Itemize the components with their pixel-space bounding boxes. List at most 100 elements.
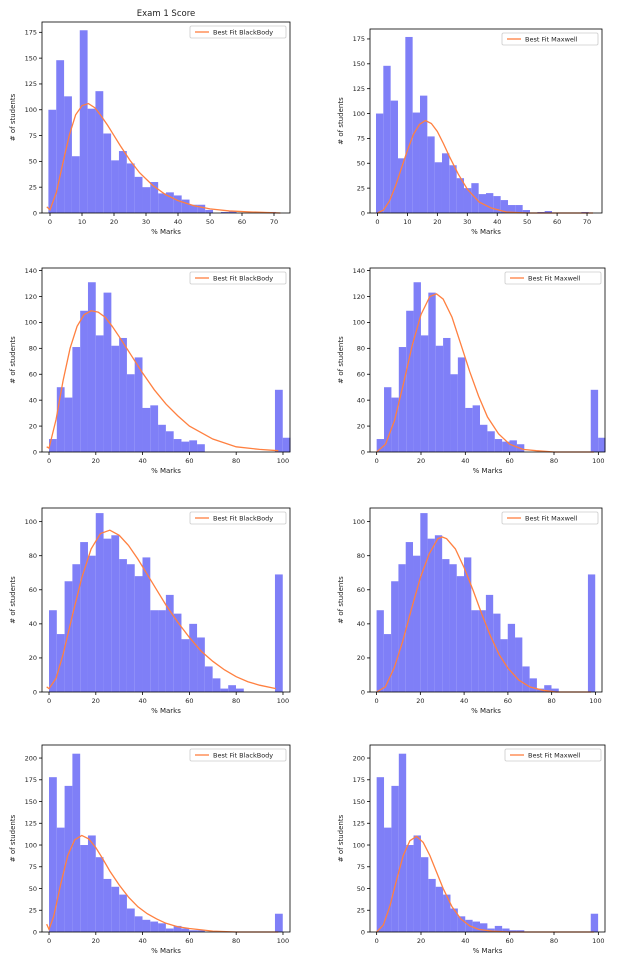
x-tick-label: 0 [47, 697, 51, 705]
axes-frame [369, 507, 603, 693]
histogram-bar [376, 610, 384, 692]
histogram-bar [228, 685, 236, 692]
y-tick-label: 60 [357, 586, 365, 594]
histogram-bars [376, 282, 606, 452]
legend-box [501, 32, 599, 46]
y-tick-label: 20 [357, 654, 365, 662]
y-tick-label: 40 [357, 620, 365, 628]
y-tick-label: 60 [29, 586, 37, 594]
histogram-bar [165, 594, 174, 692]
histogram-bar [413, 282, 421, 452]
y-tick-label: 125 [25, 820, 37, 828]
fit-curve-line [377, 119, 594, 214]
histogram-bar [158, 193, 166, 213]
legend: Best Fit BlackBody [189, 748, 287, 762]
histogram-bar [103, 292, 112, 452]
histogram-bar [282, 437, 291, 452]
x-axis-ticks: 0 20 40 60 80 100 [47, 452, 289, 465]
y-axis-label: # of students [9, 336, 17, 384]
x-axis-label: % Marks [473, 467, 503, 475]
histogram-bar [494, 439, 503, 452]
histogram-bar [398, 347, 407, 452]
histogram-bar [516, 930, 525, 932]
y-tick-label: 20 [357, 422, 365, 430]
histogram-bar [64, 397, 73, 452]
histogram-bar [204, 666, 213, 692]
histogram-bar [384, 827, 392, 932]
histogram-bar [166, 192, 174, 213]
histogram-bar [507, 623, 516, 692]
histogram-bar [398, 753, 407, 932]
histogram-bar [103, 878, 112, 932]
histogram-bar [111, 160, 119, 213]
histogram-bar [590, 913, 599, 932]
histogram-bar [465, 407, 473, 452]
x-tick-label: 60 [506, 457, 514, 465]
histogram-bars [49, 513, 283, 692]
histogram-bar [472, 921, 480, 932]
histogram-bar [95, 857, 104, 932]
histogram-bar [450, 374, 458, 452]
y-axis-label: # of students [337, 97, 345, 145]
y-tick-label: 50 [29, 885, 37, 893]
y-tick-label: 60 [29, 371, 37, 379]
histogram-bar [87, 108, 96, 213]
histogram-bar [64, 96, 72, 213]
histogram-bars [375, 36, 589, 214]
axes-frame [369, 28, 603, 214]
histogram-bar [118, 151, 127, 213]
histogram-bar [384, 387, 392, 452]
y-axis-ticks: 0 25 50 75 100 125 150 175 [353, 35, 370, 217]
histogram-bar [274, 389, 283, 452]
histogram-chart: 0 20 40 60 80 100 0 20 40 60 80 100 120 140 % Marks # o… [9, 267, 291, 475]
histogram-bar [391, 581, 399, 692]
histogram-bar [228, 210, 237, 213]
x-axis-label: % Marks [471, 228, 501, 236]
histogram-chart: 0 20 40 60 80 100 0 20 40 60 80 100 % Marks # of stud… [337, 507, 603, 715]
legend-box [504, 271, 602, 285]
histogram-chart: 0 10 20 30 40 50 60 70 0 25 50 75 100 125 150 175 % Mark… [9, 9, 291, 236]
histogram-bar [72, 753, 81, 932]
histogram-bar [48, 109, 57, 213]
histogram-bar [80, 310, 88, 452]
histogram-bar [383, 65, 391, 213]
histogram-bars [48, 30, 276, 214]
histogram-bar [427, 136, 435, 213]
legend-box [189, 511, 287, 525]
x-tick-label: 40 [174, 218, 182, 226]
x-tick-label: 0 [374, 697, 378, 705]
histogram-bar [493, 196, 501, 213]
histogram-bar [449, 564, 457, 692]
histogram-bar [390, 100, 398, 213]
legend-label: Best Fit Maxwell [528, 751, 581, 759]
x-tick-label: 60 [185, 937, 193, 945]
x-tick-label: 20 [92, 697, 100, 705]
y-tick-label: 50 [357, 885, 365, 893]
chart-panel-6: 0 20 40 60 80 100 0 20 40 60 80 100 % Marks # of stud… [320, 480, 641, 720]
histogram-bar [376, 439, 385, 452]
legend-label: Best Fit Maxwell [525, 514, 578, 522]
histogram-bar [434, 535, 443, 692]
histogram-bar [205, 209, 214, 213]
histogram-bar [197, 930, 205, 932]
histogram-bar [419, 95, 428, 213]
legend-label: Best Fit BlackBody [213, 514, 273, 522]
chart-panel-5: 0 20 40 60 80 100 0 20 40 60 80 100 % Marks # of stud… [0, 480, 320, 720]
histogram-bar [413, 835, 421, 932]
axes-frame [41, 507, 291, 693]
x-tick-label: 0 [48, 218, 52, 226]
histogram-bar [64, 581, 73, 692]
y-tick-label: 150 [25, 54, 37, 62]
histogram-bar [119, 559, 127, 692]
histogram-bar [158, 424, 166, 452]
x-tick-label: 30 [142, 218, 150, 226]
y-axis-label: # of students [9, 93, 17, 141]
y-tick-label: 175 [25, 29, 37, 37]
histogram-bar [391, 397, 399, 452]
y-axis-ticks: 0 20 40 60 80 100 [353, 518, 370, 696]
histogram-bar [87, 835, 96, 932]
x-axis-ticks: 0 20 40 60 80 100 [47, 932, 289, 945]
histogram-bar [173, 439, 182, 452]
histogram-bar [480, 923, 488, 932]
y-tick-label: 0 [361, 688, 365, 696]
